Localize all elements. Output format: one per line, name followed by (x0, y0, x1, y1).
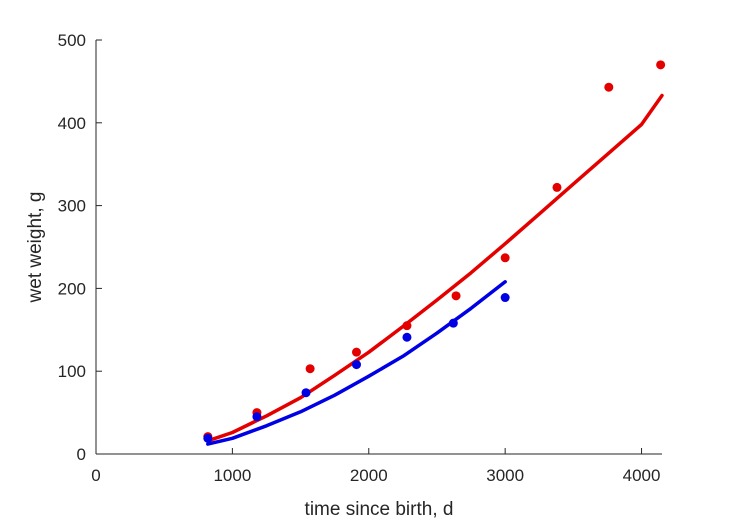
data-point-1 (552, 182, 562, 192)
x-tick-label: 1000 (213, 466, 251, 485)
data-point-2 (203, 433, 213, 443)
data-point-1 (451, 291, 461, 301)
y-tick-label: 400 (58, 114, 86, 133)
y-tick-label: 300 (58, 197, 86, 216)
axes: 0 1000 2000 3000 4000 0 100 200 300 400 500 (58, 31, 662, 485)
data-point-2 (448, 318, 458, 328)
data-point-2 (402, 332, 412, 342)
y-tick-label: 500 (58, 31, 86, 50)
data-points (203, 60, 666, 443)
data-point-2 (252, 412, 262, 422)
x-tick-label: 4000 (623, 466, 661, 485)
fit-curves (206, 93, 664, 446)
data-point-1 (604, 82, 614, 92)
fit-curve-1 (206, 93, 664, 443)
data-point-2 (301, 388, 311, 398)
y-tick-label: 0 (77, 445, 86, 464)
y-tick-label: 200 (58, 279, 86, 298)
x-tick-label: 3000 (486, 466, 524, 485)
data-point-2 (351, 360, 361, 370)
x-axis-label: time since birth, d (305, 499, 454, 520)
data-point-1 (656, 60, 666, 70)
x-tick-label: 2000 (350, 466, 388, 485)
data-point-1 (351, 347, 361, 357)
data-point-1 (305, 364, 315, 374)
y-axis-label: wet weight, g (25, 192, 46, 304)
y-ticks: 0 100 200 300 400 500 (58, 31, 102, 464)
data-point-1 (402, 321, 412, 331)
data-point-1 (500, 253, 510, 263)
x-ticks: 0 1000 2000 3000 4000 (91, 448, 660, 485)
data-point-2 (500, 293, 510, 303)
y-tick-label: 100 (58, 362, 86, 381)
x-tick-label: 0 (91, 466, 100, 485)
